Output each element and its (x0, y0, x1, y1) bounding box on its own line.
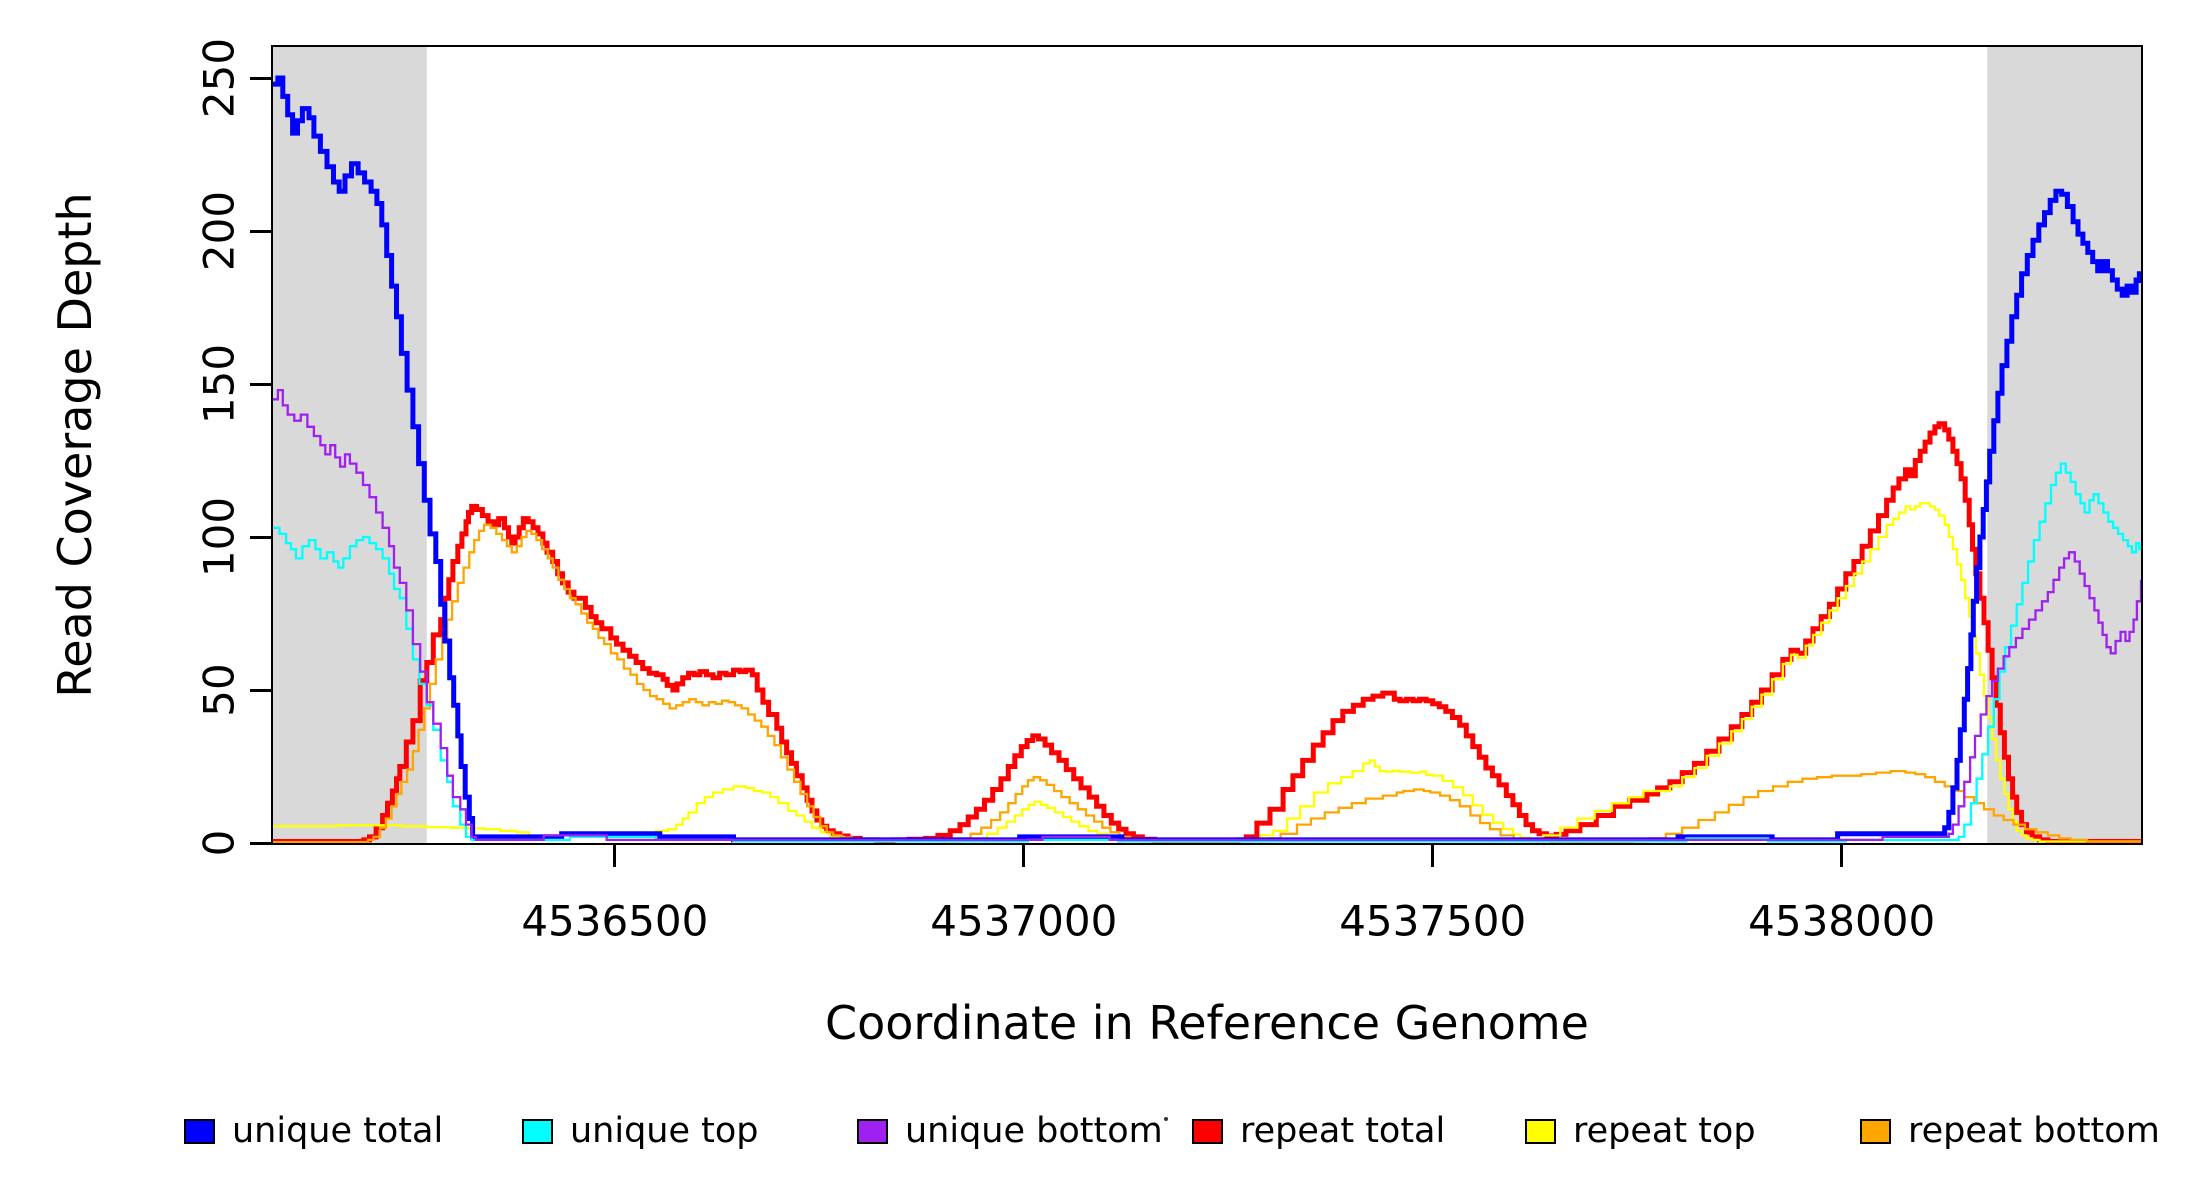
y-tick-label: 200 (194, 190, 244, 272)
x-tick (1022, 845, 1026, 867)
y-tick-label: 50 (194, 663, 244, 717)
legend-label-unique-total: unique total (232, 1111, 444, 1151)
legend-swatch-unique-total (184, 1119, 215, 1144)
y-tick (250, 229, 272, 233)
series-unique-bottom (273, 388, 2141, 842)
x-tick (1840, 845, 1844, 867)
x-tick (1431, 845, 1435, 867)
series-repeat-bottom (273, 523, 2141, 843)
shaded-region (1987, 47, 2141, 843)
y-tick (250, 76, 272, 80)
y-tick (250, 841, 272, 845)
x-tick-label: 4536500 (521, 896, 709, 946)
legend-swatch-repeat-total (1192, 1119, 1223, 1144)
y-tick-label: 250 (194, 37, 244, 119)
legend-swatch-unique-top (522, 1119, 553, 1144)
legend-swatch-repeat-top (1525, 1119, 1556, 1144)
legend-label-repeat-top: repeat top (1573, 1111, 1756, 1151)
shaded-region (273, 47, 427, 843)
x-tick (613, 845, 617, 867)
legend-label-unique-top: unique top (570, 1111, 759, 1151)
series-unique-top (273, 462, 2141, 843)
x-tick-label: 4537000 (930, 896, 1118, 946)
legend-label-repeat-total: repeat total (1240, 1111, 1446, 1151)
y-axis-title: Read Coverage Depth (48, 192, 102, 698)
series-repeat-top (273, 502, 2141, 843)
series-repeat-total (273, 421, 2141, 843)
y-tick-label: 100 (194, 496, 244, 578)
x-tick-label: 4537500 (1339, 896, 1527, 946)
y-tick (250, 688, 272, 692)
legend-swatch-repeat-bottom (1860, 1119, 1891, 1144)
legend-label-repeat-bottom: repeat bottom (1908, 1111, 2160, 1151)
y-tick-label: 150 (194, 343, 244, 425)
x-axis-title: Coordinate in Reference Genome (825, 996, 1589, 1050)
y-tick-label: 0 (194, 829, 244, 857)
y-tick (250, 382, 272, 386)
plot-area (273, 47, 2141, 843)
series-unique-total (273, 75, 2141, 843)
legend-swatch-unique-bottom (857, 1119, 888, 1144)
x-tick-label: 4538000 (1748, 896, 1936, 946)
legend-label-unique-bottom: unique bottom (905, 1111, 1163, 1151)
stray-point-mark (1164, 1117, 1168, 1121)
y-tick (250, 535, 272, 539)
